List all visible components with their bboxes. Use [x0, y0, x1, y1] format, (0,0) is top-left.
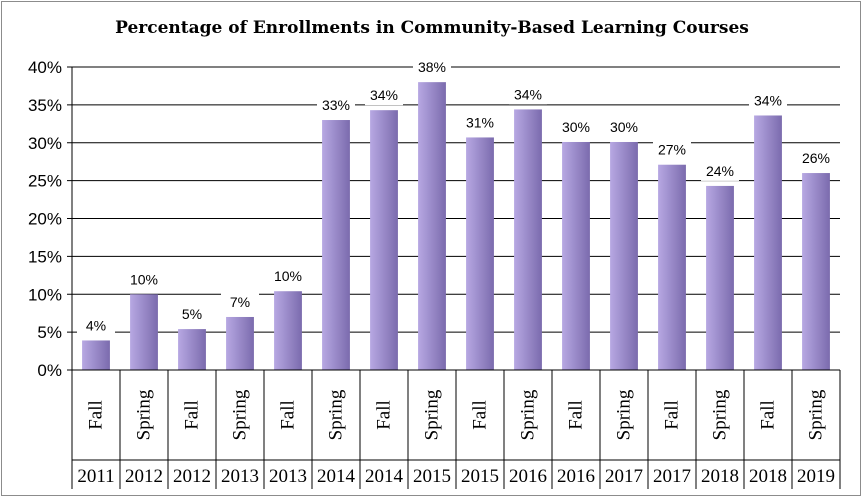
data-label: 4%	[86, 317, 106, 333]
bar	[274, 291, 302, 370]
category-year-label: 2012	[125, 466, 163, 487]
data-label: 10%	[274, 268, 302, 284]
category-year-label: 2018	[749, 466, 787, 487]
category-term-label: Spring	[422, 389, 443, 440]
category-term-label: Fall	[662, 400, 683, 430]
category-year-label: 2014	[365, 466, 404, 487]
data-label-bg	[461, 112, 499, 133]
category-term-label: Spring	[710, 389, 731, 440]
data-label-bg	[125, 269, 163, 290]
data-label: 34%	[514, 86, 542, 102]
category-year-label: 2013	[269, 466, 307, 487]
bar	[706, 185, 734, 370]
data-label-bg	[413, 57, 451, 78]
data-label: 10%	[130, 271, 158, 287]
category-term-label: Fall	[86, 400, 107, 430]
data-label-bg	[77, 315, 115, 336]
category-year-label: 2018	[701, 466, 739, 487]
bar	[130, 294, 158, 370]
data-label-bg	[701, 160, 739, 181]
y-tick-label: 30%	[28, 134, 62, 153]
chart-title: Percentage of Enrollments in Community-B…	[115, 18, 749, 38]
category-year-label: 2013	[221, 466, 259, 487]
bar	[82, 340, 110, 370]
y-tick-label: 20%	[28, 210, 62, 229]
data-label: 34%	[370, 87, 398, 103]
data-label-bg	[797, 148, 835, 169]
category-year-label: 2017	[605, 466, 643, 487]
data-label: 5%	[182, 306, 202, 322]
data-label: 38%	[418, 59, 446, 75]
data-label: 27%	[658, 142, 686, 158]
bar	[754, 115, 782, 370]
data-label-bg	[173, 304, 211, 325]
category-term-label: Spring	[614, 389, 635, 440]
data-label: 30%	[610, 119, 638, 135]
data-label: 24%	[706, 163, 734, 179]
category-year-label: 2016	[557, 466, 595, 487]
data-label-bg	[653, 139, 691, 160]
category-term-label: Fall	[470, 400, 491, 430]
bar	[466, 137, 494, 370]
category-year-label: 2011	[77, 466, 114, 487]
data-label-bg	[269, 266, 307, 287]
category-year-label: 2019	[797, 466, 835, 487]
data-label-bg	[749, 90, 787, 111]
bar	[370, 110, 398, 371]
y-tick-label: 0%	[37, 361, 62, 380]
category-year-label: 2015	[461, 466, 499, 487]
bar	[802, 173, 830, 370]
category-term-label: Fall	[278, 400, 299, 430]
bar	[418, 82, 446, 371]
category-term-label: Spring	[326, 389, 347, 440]
data-label: 33%	[322, 97, 350, 113]
data-label: 7%	[230, 294, 250, 310]
category-term-label: Spring	[518, 389, 539, 440]
category-year-label: 2016	[509, 466, 547, 487]
category-year-label: 2015	[413, 466, 451, 487]
data-label-bg	[365, 85, 403, 106]
y-tick-label: 25%	[28, 172, 62, 191]
data-label-bg	[509, 84, 547, 105]
category-term-label: Spring	[806, 389, 827, 440]
bar	[562, 141, 590, 370]
category-term-label: Fall	[566, 400, 587, 430]
category-year-label: 2017	[653, 466, 691, 487]
data-label-bg	[557, 116, 595, 137]
data-label: 31%	[466, 114, 494, 130]
bar	[658, 164, 686, 370]
bar	[178, 329, 206, 370]
y-tick-label: 5%	[37, 323, 62, 342]
bar	[226, 316, 254, 370]
category-term-label: Fall	[374, 400, 395, 430]
category-term-label: Spring	[134, 389, 155, 440]
data-label: 30%	[562, 119, 590, 135]
category-term-label: Spring	[230, 389, 251, 440]
bar	[322, 120, 350, 371]
bar	[514, 109, 542, 371]
data-label-bg	[317, 95, 355, 116]
data-label: 26%	[802, 150, 830, 166]
data-label-bg	[605, 116, 643, 137]
y-tick-label: 10%	[28, 285, 62, 304]
category-term-label: Fall	[758, 400, 779, 430]
y-tick-label: 40%	[28, 58, 62, 77]
y-tick-label: 15%	[28, 247, 62, 266]
data-label-bg	[221, 291, 259, 312]
bar	[610, 141, 638, 370]
category-term-label: Fall	[182, 400, 203, 430]
y-tick-label: 35%	[28, 96, 62, 115]
category-year-label: 2012	[173, 466, 211, 487]
data-label: 34%	[754, 92, 782, 108]
category-year-label: 2014	[317, 466, 356, 487]
